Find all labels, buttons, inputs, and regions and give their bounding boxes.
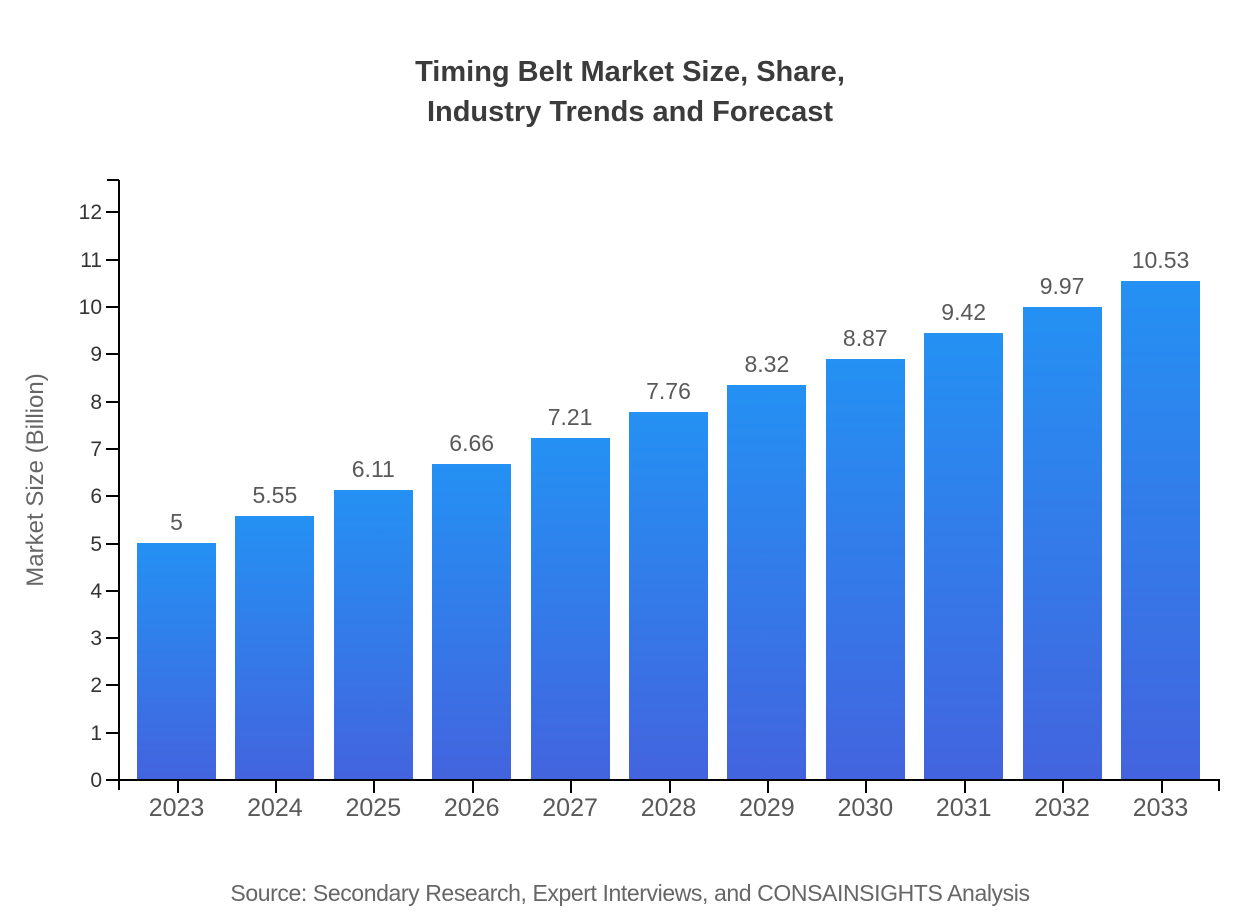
y-tick-label: 3 — [90, 627, 102, 651]
x-axis-end-tick — [1218, 779, 1220, 791]
y-tick-label: 10 — [78, 296, 102, 319]
y-tick — [106, 258, 118, 261]
x-tick-label: 2029 — [739, 794, 795, 822]
x-tick — [176, 781, 179, 793]
x-tick — [274, 781, 277, 793]
y-tick-label: 5 — [90, 532, 102, 556]
bar-value-label: 8.87 — [842, 325, 888, 352]
bar — [137, 542, 216, 779]
y-tick-label: 7 — [90, 437, 102, 461]
y-tick-label: 2 — [90, 674, 102, 698]
chart-title-line1: Timing Belt Market Size, Share, — [415, 56, 845, 88]
x-tick-label: 2026 — [443, 794, 500, 822]
x-tick-label: 2032 — [1034, 794, 1090, 822]
bar — [333, 489, 413, 779]
x-tick-label: 2025 — [345, 794, 402, 822]
x-tick-label: 2031 — [935, 794, 992, 822]
x-tick — [373, 781, 376, 793]
x-axis-line — [107, 779, 1220, 781]
x-tick-label: 2027 — [542, 794, 598, 822]
y-tick-label: 1 — [90, 721, 102, 745]
bar — [924, 333, 1004, 779]
x-tick-label: 2028 — [640, 794, 697, 822]
bar — [530, 437, 610, 779]
bar-value-label: 5 — [170, 508, 183, 535]
bar — [825, 359, 905, 779]
x-tick — [1160, 781, 1163, 793]
y-tick — [106, 637, 118, 640]
x-tick-label: 2030 — [837, 794, 894, 822]
bar — [727, 385, 807, 779]
x-tick — [668, 781, 671, 793]
bar — [432, 463, 512, 779]
y-tick-label: 11 — [80, 248, 102, 272]
y-tick-label: 12 — [78, 201, 102, 225]
bar-value-label: 8.32 — [744, 351, 790, 378]
y-tick — [106, 400, 118, 403]
bar-value-label: 5.55 — [252, 482, 298, 509]
y-tick-label: 4 — [90, 579, 102, 603]
x-tick — [471, 781, 474, 793]
y-tick — [106, 589, 118, 592]
bar-value-label: 7.21 — [547, 403, 593, 430]
x-tick — [570, 781, 573, 793]
y-tick — [106, 306, 118, 308]
x-tick — [963, 781, 966, 793]
bar-value-label: 10.53 — [1131, 246, 1190, 273]
y-tick — [106, 684, 118, 687]
source-note: Source: Secondary Research, Expert Inter… — [230, 880, 1030, 906]
y-axis-end-tick — [107, 179, 119, 181]
y-axis-line — [118, 180, 120, 790]
y-tick-label: 6 — [90, 485, 102, 509]
bar-value-label: 6.11 — [351, 455, 395, 482]
x-tick-label: 2024 — [247, 794, 303, 822]
x-tick — [1062, 781, 1065, 793]
y-tick — [106, 495, 118, 498]
bar — [629, 411, 708, 779]
y-tick — [106, 447, 118, 450]
x-tick-label: 2023 — [148, 794, 205, 822]
bar — [1121, 280, 1200, 779]
chart-title: Timing Belt Market Size, Share, Industry… — [0, 52, 1260, 132]
x-tick-label: 2033 — [1132, 794, 1189, 822]
bar — [235, 516, 315, 779]
y-tick-label: 0 — [90, 769, 102, 792]
y-tick-label: 8 — [90, 390, 102, 414]
y-tick — [106, 542, 118, 545]
bar-value-label: 6.66 — [449, 429, 495, 456]
y-tick-label: 9 — [90, 343, 102, 367]
y-tick — [106, 779, 118, 781]
y-tick — [106, 731, 118, 734]
x-tick — [766, 781, 769, 793]
bar-value-label: 9.42 — [941, 299, 987, 326]
bar-value-label: 9.97 — [1039, 273, 1085, 300]
y-tick — [106, 353, 118, 356]
chart-title-line2: Industry Trends and Forecast — [426, 96, 834, 128]
bar-value-label: 7.76 — [646, 377, 691, 404]
x-tick — [865, 781, 868, 793]
bar — [1022, 307, 1102, 779]
y-tick — [106, 211, 118, 214]
